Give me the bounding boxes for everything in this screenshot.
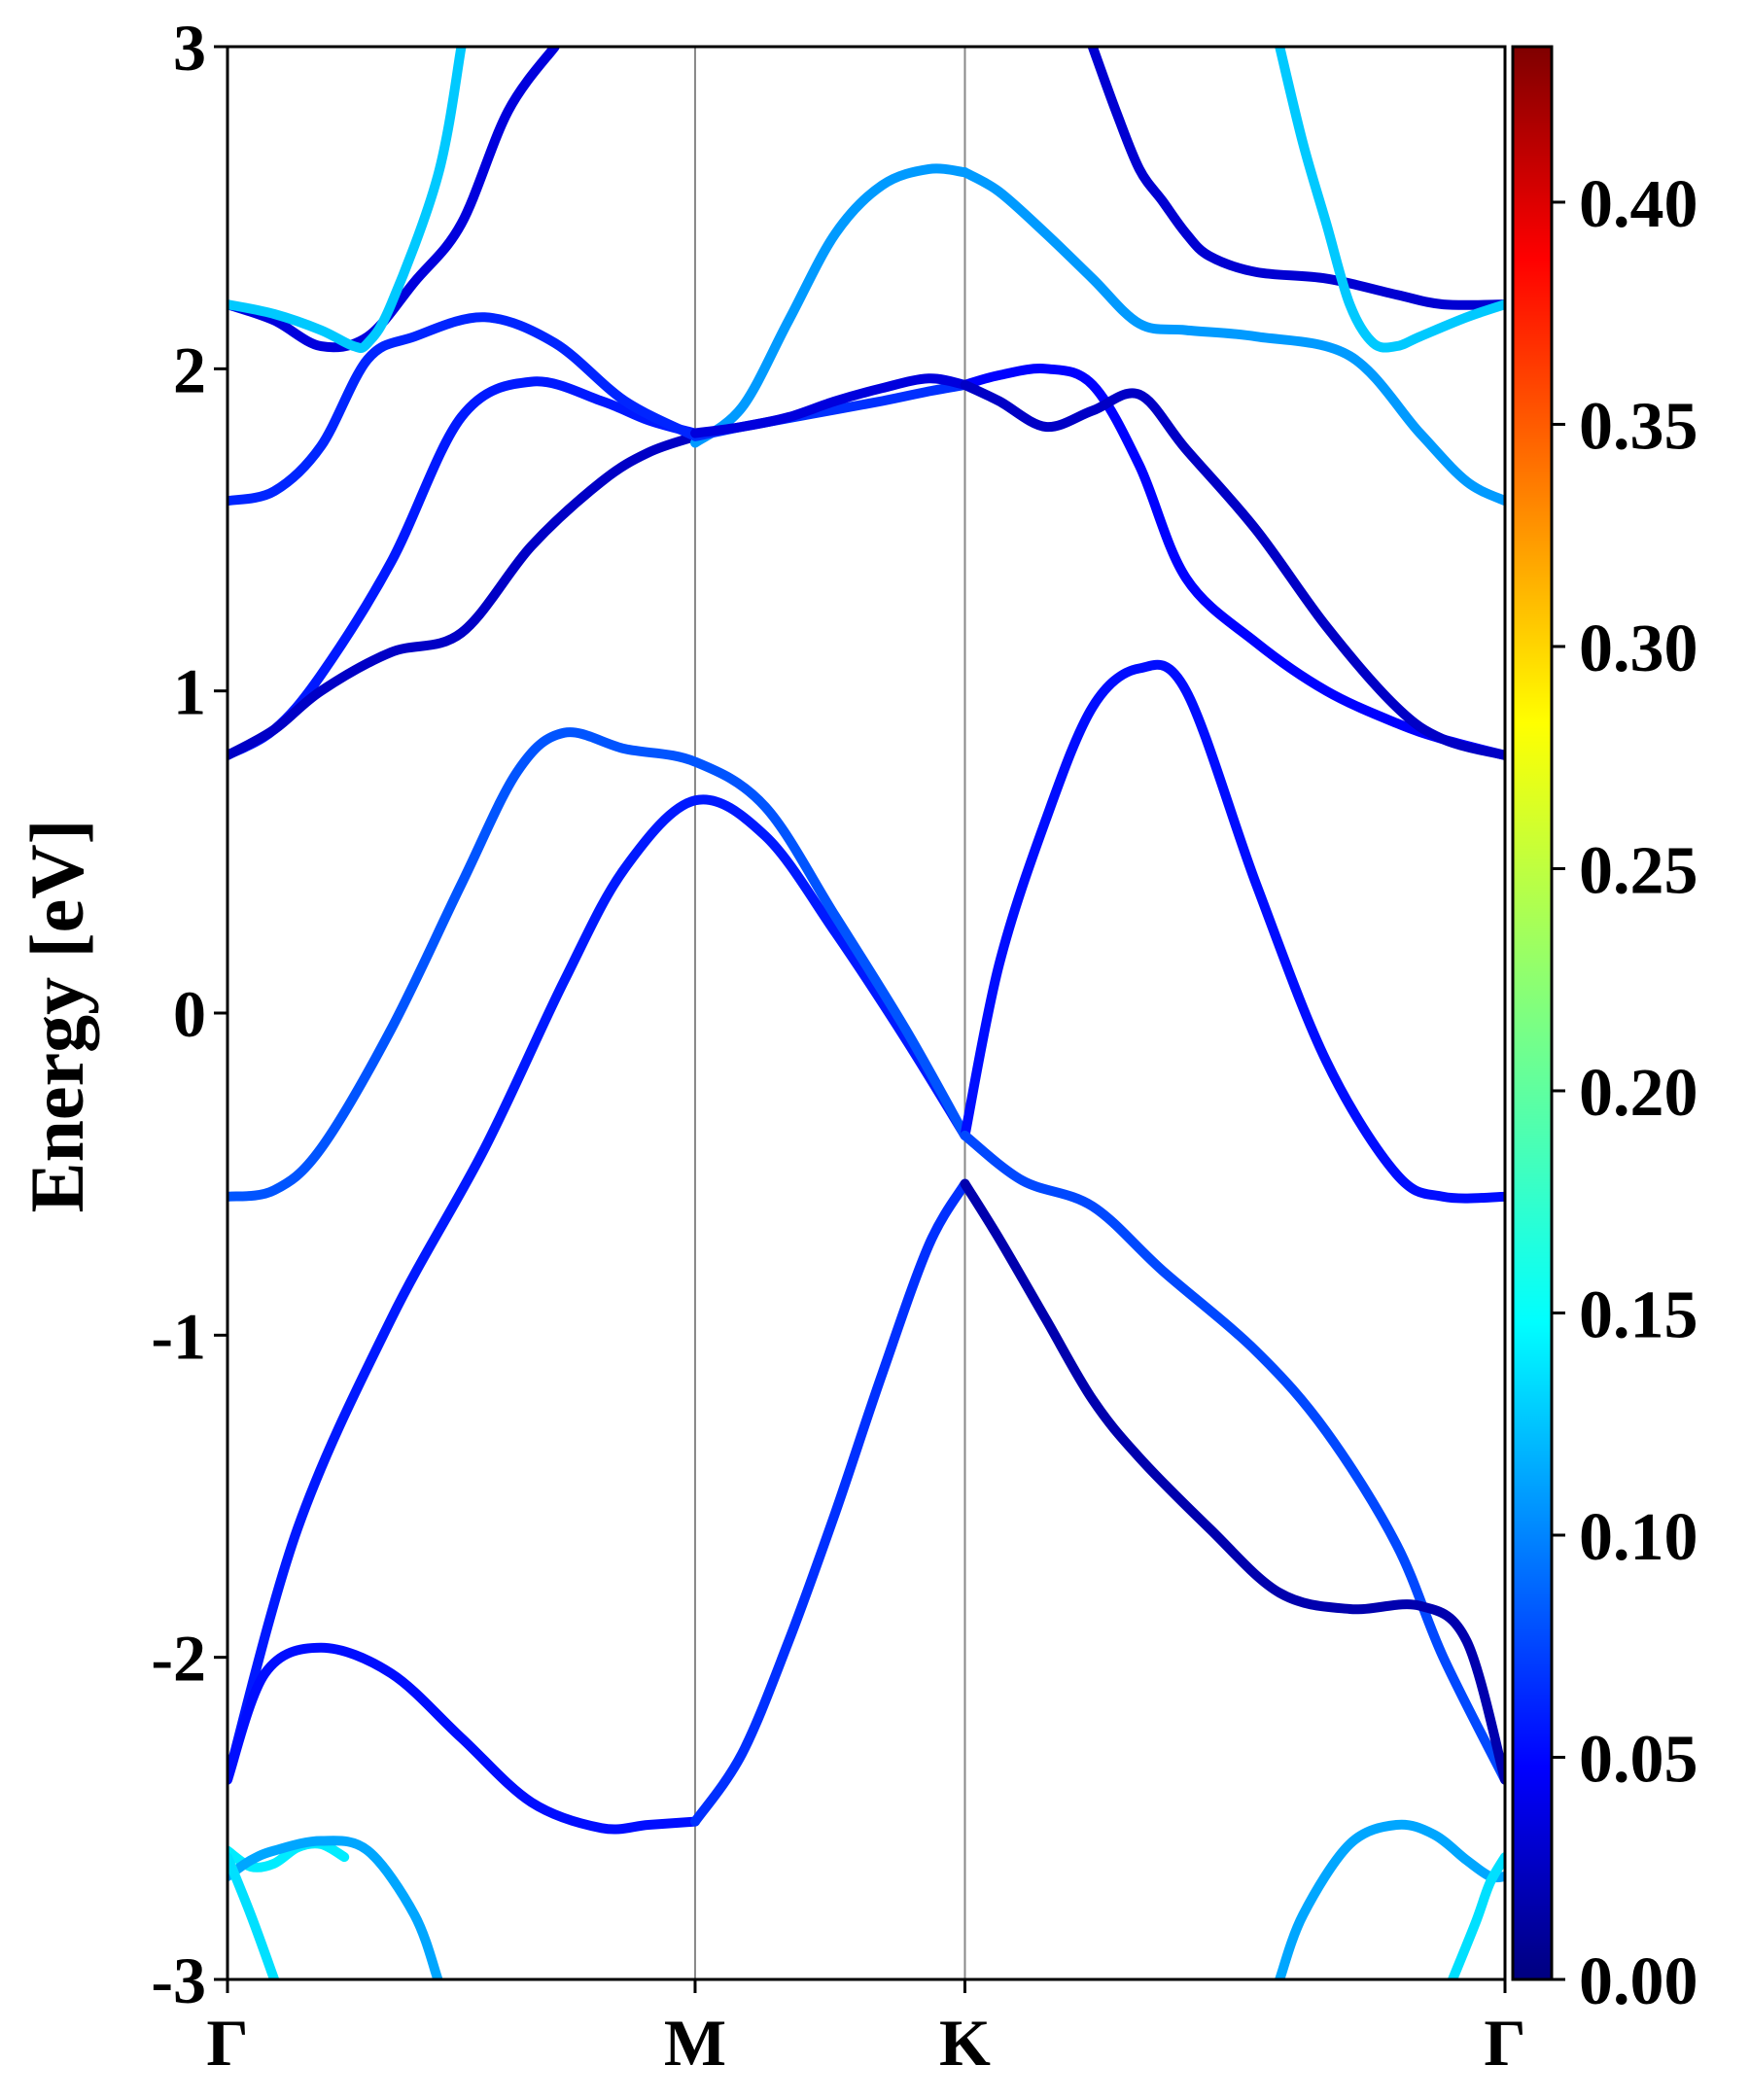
colorbar-tick-label-7: 0.35: [1579, 389, 1698, 464]
colorbar-tick-label-8: 0.40: [1579, 167, 1698, 242]
y-tick-label-3: 0: [173, 977, 206, 1051]
band-21: [228, 1836, 443, 1979]
band-15: [960, 364, 1505, 760]
colorbar-tick-label-0: 0.00: [1579, 1944, 1698, 2019]
colorbar-tick-label-2: 0.10: [1579, 1500, 1698, 1575]
x-tick-label-2: K: [939, 2006, 991, 2080]
band-17: [960, 167, 1505, 507]
x-tick-label-0: Γ: [206, 2006, 248, 2080]
x-tick-label-1: M: [664, 2006, 726, 2080]
band-24: [1448, 1852, 1505, 1979]
band-10: [690, 163, 970, 448]
colorbar-tick-label-4: 0.20: [1579, 1056, 1698, 1131]
y-axis-title: Energy [eV]: [15, 819, 99, 1212]
colorbar-ticks: 0.00 0.05 0.10 0.15 0.20 0.25 0.30 0.35 0.40: [1552, 167, 1698, 2019]
band-6: [960, 1178, 1505, 1785]
band-8: [228, 431, 700, 760]
colorbar-tick-label-5: 0.25: [1579, 833, 1698, 908]
band-14: [690, 373, 970, 438]
band-5: [690, 1178, 970, 1827]
band-0: [228, 794, 970, 1785]
colorbar-tick-label-3: 0.15: [1579, 1278, 1698, 1352]
band-4: [228, 1642, 700, 1835]
band-9: [228, 312, 700, 507]
k-point-lines: [693, 47, 966, 1979]
y-tick-label-5: -2: [151, 1622, 206, 1696]
band-19: [1275, 47, 1505, 353]
band-12: [228, 47, 467, 353]
y-axis: 3 2 1 0 -1 -2 -3: [151, 11, 228, 2017]
band-18: [1087, 47, 1505, 310]
y-tick-label-6: -3: [151, 1943, 206, 2017]
band-7: [228, 376, 700, 760]
x-tick-label-3: Γ: [1484, 2006, 1525, 2080]
colorbar: [1511, 45, 1554, 1981]
band-23: [1275, 1819, 1505, 1979]
colorbar-tick-label-1: 0.05: [1579, 1722, 1698, 1797]
band-3: [960, 1130, 1505, 1785]
band-16: [960, 379, 1505, 760]
y-tick-label-0: 3: [173, 11, 206, 85]
band-22: [228, 1852, 280, 1979]
band-11: [228, 47, 560, 353]
bands-group: [228, 47, 1505, 1979]
band-2: [960, 659, 1505, 1204]
band-1: [228, 727, 970, 1202]
y-tick-label-2: 1: [173, 655, 206, 729]
y-tick-label-4: -1: [151, 1299, 206, 1373]
y-tick-label-1: 2: [173, 332, 206, 406]
colorbar-tick-label-6: 0.30: [1579, 612, 1698, 686]
